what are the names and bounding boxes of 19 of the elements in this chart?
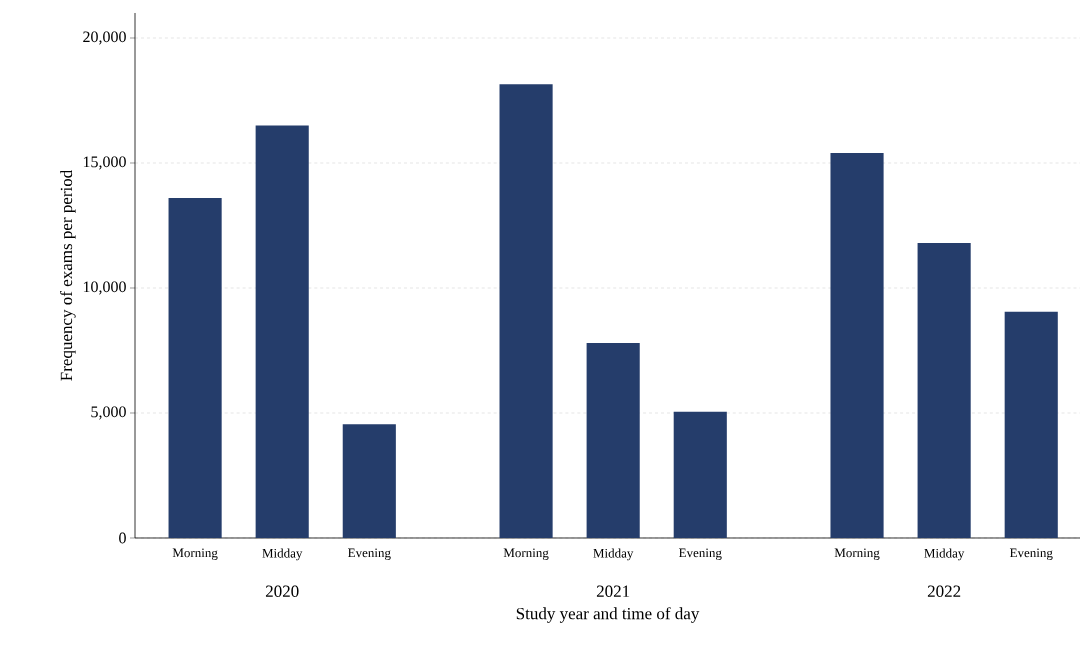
y-tick-label: 10,000 bbox=[83, 281, 126, 295]
text: 2021 bbox=[596, 585, 630, 597]
y-axis-title: Frequency of exams per period bbox=[60, 169, 76, 381]
x-tick-label: Midday bbox=[924, 548, 965, 561]
x-tick-label: Evening bbox=[348, 548, 391, 560]
y-tick-label: 0 bbox=[119, 532, 126, 544]
x-tick-label: Morning bbox=[172, 548, 218, 560]
x-tick-label: Morning bbox=[503, 548, 549, 560]
x-axis-title: Study year and time of day bbox=[516, 607, 700, 623]
x-tick-label: Evening bbox=[1009, 548, 1053, 560]
text: 2022 bbox=[927, 585, 961, 597]
x-tick-label: Midday bbox=[262, 548, 303, 561]
text: 2020 bbox=[265, 585, 299, 597]
x-tick-label: Midday bbox=[593, 548, 634, 561]
y-tick-label: 20,000 bbox=[83, 31, 126, 45]
x-tick-label: Morning bbox=[834, 548, 880, 560]
x-tick-label: Evening bbox=[678, 548, 722, 560]
y-tick-label: 15,000 bbox=[83, 156, 126, 170]
y-tick-label: 5,000 bbox=[91, 406, 126, 420]
